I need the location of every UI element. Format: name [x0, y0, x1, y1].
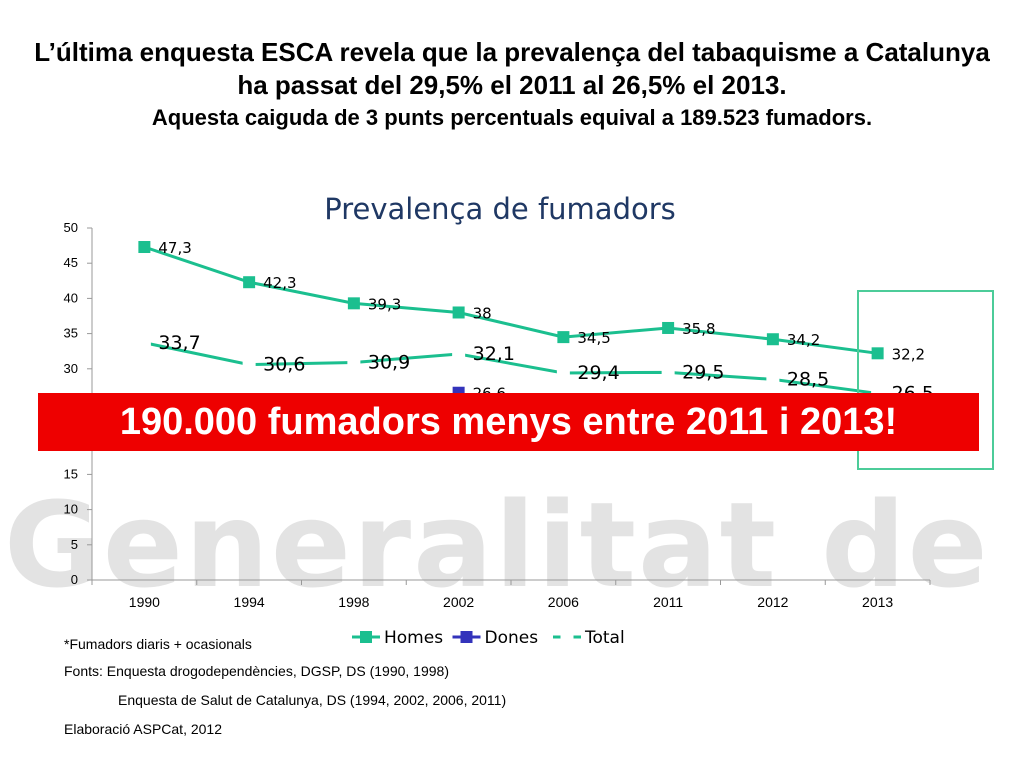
x-tick-label: 2006	[548, 594, 579, 610]
chart-title: Prevalença de fumadors	[324, 192, 676, 226]
data-point-homes	[766, 333, 779, 346]
y-tick-label: 0	[71, 572, 78, 587]
data-label-total: 29,5	[682, 361, 724, 383]
x-tick-label: 2012	[757, 594, 788, 610]
data-label-homes: 47,3	[158, 239, 191, 257]
y-tick-label: 15	[64, 466, 78, 481]
legend-marker-homes	[360, 631, 372, 643]
highlight-box-2013	[857, 290, 994, 470]
series-line-homes	[143, 245, 878, 355]
sources-line-2: Enquesta de Salut de Catalunya, DS (1994…	[118, 692, 507, 708]
data-label-homes: 42,3	[263, 274, 296, 292]
data-label-homes: 34,2	[787, 331, 820, 349]
data-point-total	[661, 365, 675, 379]
data-label-total: 33,7	[158, 332, 200, 354]
x-tick-label: 1998	[338, 594, 369, 610]
data-point-total	[242, 358, 256, 372]
heading-line-1: L’última enquesta ESCA revela que la pre…	[34, 37, 990, 100]
elaboration-note: Elaboració ASPCat, 2012	[64, 721, 222, 737]
data-label-total: 29,4	[577, 362, 619, 384]
data-point-homes	[347, 297, 360, 310]
banner-callout: 190.000 fumadors menys entre 2011 i 2013…	[38, 393, 979, 451]
watermark-text: Generalitat de Catalu	[4, 476, 1024, 614]
data-label-homes: 34,5	[577, 329, 610, 347]
legend-label-dones: Dones	[485, 628, 539, 648]
data-point-total	[137, 336, 151, 350]
data-label-homes: 38	[473, 304, 492, 322]
data-point-total	[766, 372, 780, 386]
data-point-total	[347, 355, 361, 369]
data-point-homes	[452, 306, 465, 319]
x-tick-label: 2011	[653, 594, 683, 610]
y-tick-label: 30	[64, 361, 78, 376]
y-tick-label: 40	[64, 290, 78, 305]
data-label-total: 28,5	[787, 368, 829, 390]
footnote: *Fumadors diaris + ocasionals	[64, 636, 252, 652]
data-point-homes	[243, 276, 256, 289]
data-point-homes	[871, 347, 884, 360]
data-point-homes	[138, 241, 151, 254]
x-tick-label: 1994	[234, 594, 265, 610]
sources-line-1: Fonts: Enquesta drogodependències, DGSP,…	[64, 663, 449, 679]
data-label-total: 30,9	[368, 351, 410, 373]
data-label-homes: 32,2	[892, 345, 925, 363]
y-tick-label: 35	[64, 326, 78, 341]
heading-line-2: Aquesta caiguda de 3 punts percentuals e…	[151, 105, 873, 130]
legend-label-total: Total	[584, 628, 625, 648]
legend-label-homes: Homes	[384, 628, 443, 648]
data-label-total: 30,6	[263, 354, 305, 376]
x-tick-label: 1990	[129, 594, 160, 610]
legend-marker-dones	[460, 631, 473, 643]
y-tick-label: 50	[64, 220, 78, 235]
x-tick-label: 2013	[862, 594, 893, 610]
legend-marker-total	[560, 630, 574, 644]
data-label-homes: 39,3	[368, 295, 401, 313]
slide-heading: L’última enquesta ESCA revela que la pre…	[20, 36, 1004, 133]
data-point-homes	[557, 331, 570, 344]
x-tick-label: 2002	[443, 594, 474, 610]
series-line-total	[144, 341, 878, 395]
data-label-total: 32,1	[473, 343, 515, 365]
data-label-homes: 35,8	[682, 320, 715, 338]
y-tick-label: 10	[64, 502, 78, 517]
data-point-total	[452, 347, 466, 361]
y-tick-label: 45	[64, 255, 78, 270]
data-point-homes	[662, 321, 675, 334]
data-point-total	[556, 366, 570, 380]
y-tick-label: 5	[71, 537, 78, 552]
